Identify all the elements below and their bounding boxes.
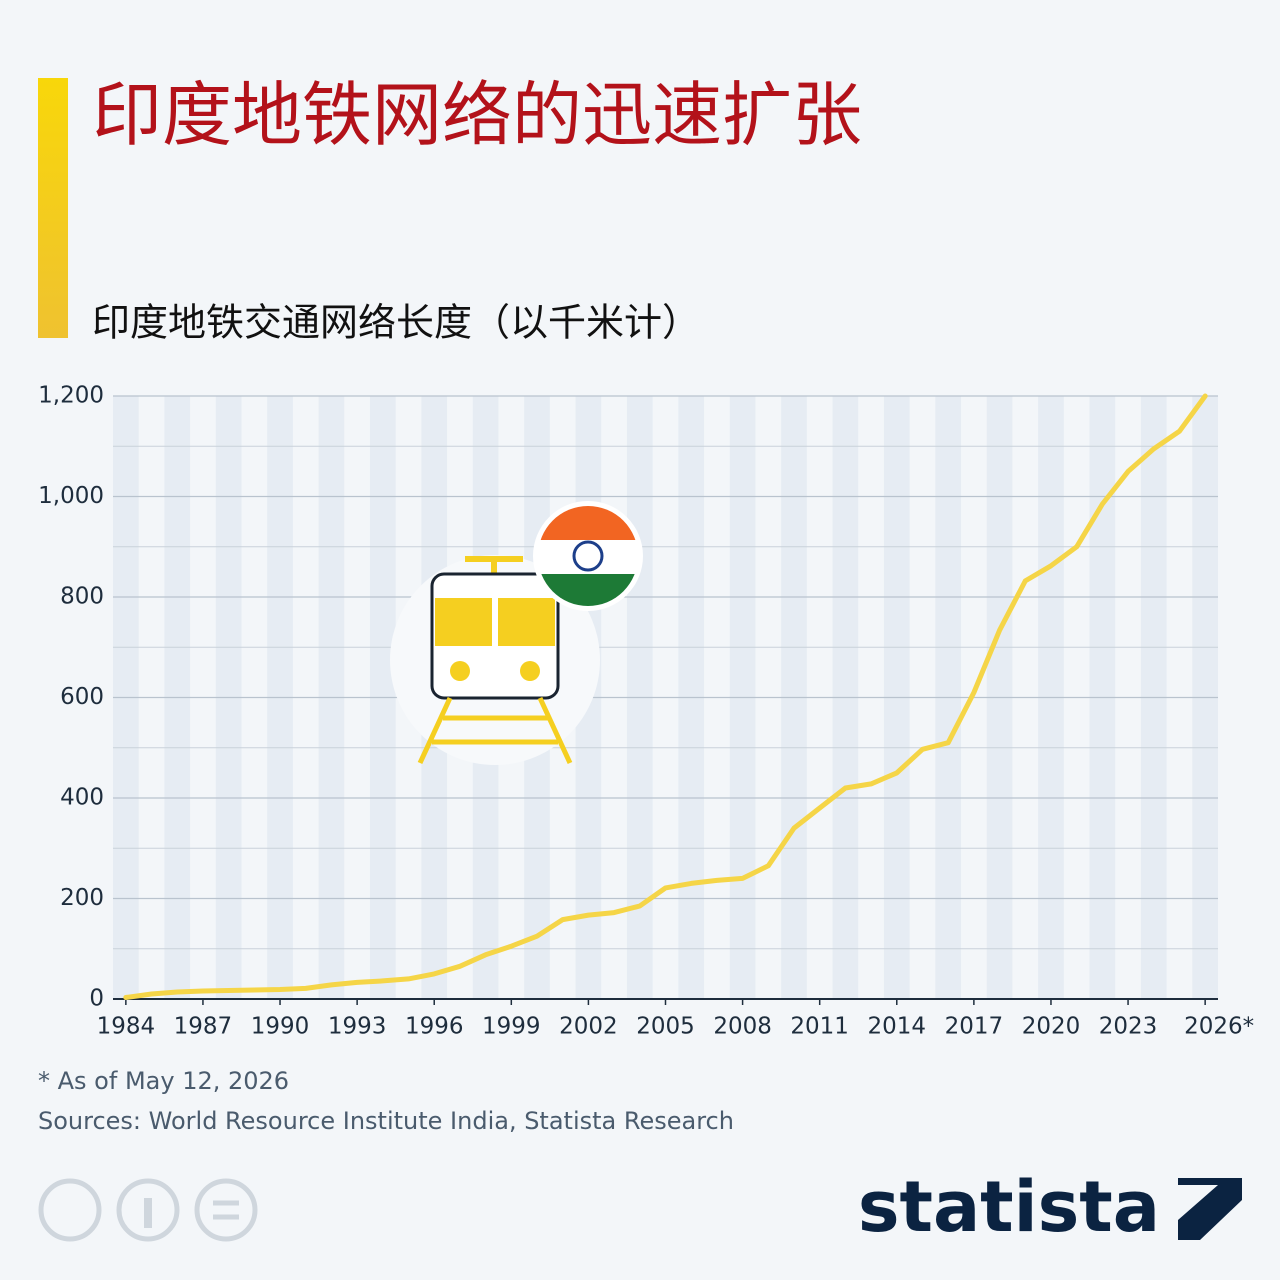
cc-icon [38, 1178, 102, 1242]
train-icon [390, 501, 643, 765]
x-tick-label: 2017 [945, 1014, 1004, 1040]
x-tick-label: 1993 [328, 1014, 387, 1040]
x-tick-label: 2011 [790, 1014, 849, 1040]
x-tick-label: 2014 [868, 1014, 927, 1040]
icon-part [417, 696, 573, 765]
y-tick-label: 1,000 [38, 483, 104, 509]
brand-logo: statista [858, 1166, 1160, 1248]
accent-bar [38, 78, 68, 338]
x-tick-label: 1984 [97, 1014, 156, 1040]
chart-subtitle: 印度地铁交通网络长度（以千米计） [92, 301, 700, 345]
x-tick-label: 1996 [405, 1014, 464, 1040]
flag-band [538, 506, 638, 540]
license-icons [38, 1178, 258, 1242]
nd-glyph [213, 1200, 239, 1220]
icon-part [435, 598, 492, 646]
data-line [123, 393, 1208, 1000]
x-tick-label: 2026* [1184, 1014, 1254, 1040]
icon-part [520, 661, 540, 681]
x-tick-label: 2008 [713, 1014, 772, 1040]
flag [538, 506, 638, 606]
x-tick-label: 1990 [251, 1014, 310, 1040]
flag-band [538, 540, 638, 574]
y-tick-label: 600 [60, 684, 104, 710]
x-tick-label: 2020 [1022, 1014, 1081, 1040]
x-tick-label: 1999 [482, 1014, 541, 1040]
brand-mark [1178, 1178, 1242, 1240]
source: Sources: World Resource Institute India,… [38, 1107, 734, 1135]
y-tick-label: 200 [60, 885, 104, 911]
plot-area: 0 200 400 600 800 1,000 1,200 1984 1987 1990 1993 1… [38, 383, 1254, 1040]
footnote: * As of May 12, 2026 [38, 1067, 289, 1095]
x-tick-label: 2005 [636, 1014, 695, 1040]
x-tick-label: 2023 [1099, 1014, 1158, 1040]
icon-part [450, 661, 470, 681]
y-tick-label: 400 [60, 785, 104, 811]
nd-icon [194, 1178, 258, 1242]
chart-title: 印度地铁网络的迅速扩张 [92, 74, 862, 156]
by-icon [116, 1178, 180, 1242]
x-tick-label: 2002 [559, 1014, 618, 1040]
icon-part [498, 598, 555, 646]
x-tick-label: 1987 [174, 1014, 233, 1040]
y-tick-label: 1,200 [38, 383, 104, 409]
y-tick-label: 800 [60, 584, 104, 610]
flag-wheel [572, 540, 604, 572]
y-tick-label: 0 [89, 986, 104, 1012]
